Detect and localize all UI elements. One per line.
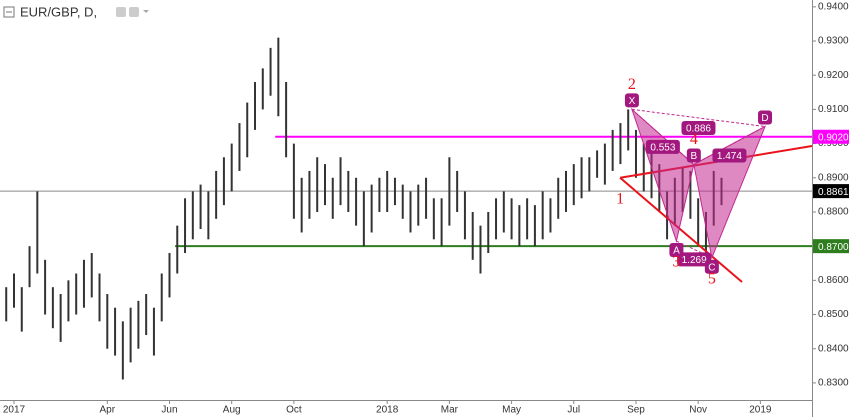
x-tick-label: 2017	[3, 405, 26, 416]
y-tick-label: 0.8300	[818, 378, 849, 389]
price-label: 0.8700	[818, 242, 849, 253]
wave-label: 5	[708, 270, 716, 287]
y-tick-label: 0.8400	[818, 343, 849, 354]
ratio-label: 1.269	[682, 255, 707, 266]
price-label-box	[813, 239, 849, 254]
collapse-icon[interactable]	[3, 6, 15, 18]
wave-label: 1	[616, 190, 624, 207]
x-tick-label: Nov	[689, 405, 707, 416]
x-tick-label: Sep	[627, 405, 645, 416]
y-tick-label: 0.8600	[818, 275, 849, 286]
pattern-point-label: D	[761, 113, 768, 124]
pattern-point-label: A	[673, 246, 680, 257]
ratio-label: 0.553	[650, 143, 675, 154]
pattern-point-box	[686, 148, 701, 163]
y-tick-label: 0.8900	[818, 172, 849, 183]
wave-label: 2	[628, 76, 636, 93]
trendline	[619, 177, 743, 283]
x-tick-label: Oct	[286, 405, 302, 416]
ratio-label-box	[712, 148, 747, 163]
ratio-label-box	[681, 120, 716, 135]
ratio-label: 1.474	[717, 151, 742, 162]
ratio-label: 0.886	[686, 124, 711, 135]
pattern-point-box	[669, 243, 684, 258]
y-tick-label: 0.9300	[818, 36, 849, 47]
x-tick-label: Jul	[567, 405, 580, 416]
price-label-box	[813, 129, 849, 144]
x-tick-label: 2018	[376, 405, 399, 416]
pattern-point-box	[624, 93, 639, 108]
ratio-line	[693, 126, 766, 165]
y-tick-label: 0.9200	[818, 70, 849, 81]
ratio-line	[631, 108, 766, 127]
y-tick-label: 0.9400	[818, 1, 849, 12]
settings-icon[interactable]	[116, 7, 126, 17]
x-tick-label: 2019	[749, 405, 772, 416]
price-label: 0.8861	[818, 187, 849, 198]
y-tick-label: 0.8800	[818, 207, 849, 218]
price-label-box	[813, 184, 849, 199]
eye-icon[interactable]	[129, 7, 139, 17]
ratio-label-box	[645, 139, 680, 154]
pattern-point-label: C	[708, 262, 715, 273]
chart-title: EUR/GBP, D,	[20, 4, 97, 19]
pattern-point-box	[704, 259, 719, 274]
wave-label: 3	[672, 254, 680, 271]
x-tick-label: Apr	[100, 405, 116, 416]
wave-label: 4	[690, 131, 698, 148]
dropdown-icon[interactable]	[143, 10, 149, 13]
x-tick-label: May	[502, 405, 521, 416]
x-tick-label: Jun	[161, 405, 177, 416]
price-label: 0.9020	[818, 132, 849, 143]
pattern-point-box	[758, 110, 773, 125]
x-tick-label: Mar	[441, 405, 459, 416]
pattern-point-label: B	[690, 151, 697, 162]
y-tick-label: 0.9100	[818, 104, 849, 115]
y-tick-label: 0.8500	[818, 309, 849, 320]
x-tick-label: Aug	[223, 405, 241, 416]
ratio-line	[631, 109, 695, 165]
ratio-label-box	[677, 252, 712, 267]
pattern-point-label: X	[629, 96, 636, 107]
